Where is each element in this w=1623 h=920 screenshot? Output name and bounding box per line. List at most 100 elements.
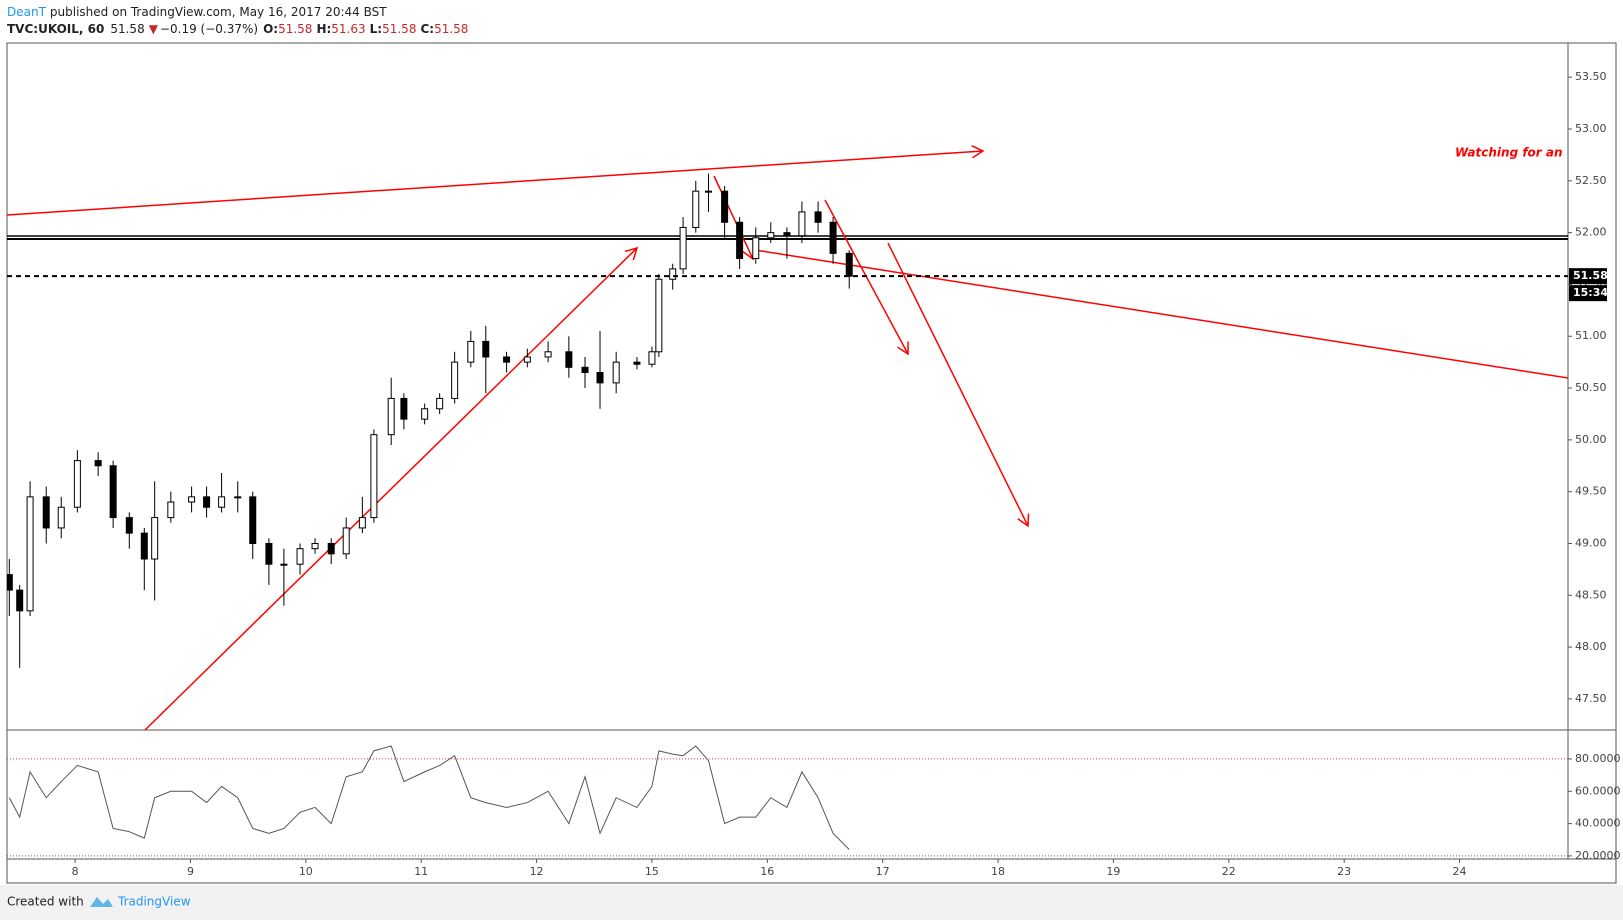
x-tick-label: 23 bbox=[1337, 865, 1351, 878]
x-tick-label: 10 bbox=[299, 865, 313, 878]
candle-body bbox=[234, 496, 242, 499]
candle-body bbox=[596, 372, 604, 384]
candle-body bbox=[767, 232, 775, 239]
y-tick-label: 53.50 bbox=[1575, 70, 1607, 83]
annotation: Watching for an bbox=[1455, 146, 1563, 160]
candle-body bbox=[400, 397, 408, 420]
candle-body bbox=[57, 506, 65, 529]
candle-body bbox=[752, 237, 760, 260]
x-tick-label: 19 bbox=[1106, 865, 1120, 878]
y-tick-label: 52.00 bbox=[1575, 226, 1607, 239]
y-tick-label: 53.00 bbox=[1575, 122, 1607, 135]
candle-body bbox=[203, 496, 211, 508]
candle-body bbox=[125, 517, 133, 534]
x-tick-label: 11 bbox=[414, 865, 428, 878]
y-tick-label: 49.50 bbox=[1575, 485, 1607, 498]
countdown-badge bbox=[1569, 285, 1607, 302]
candle-body bbox=[109, 465, 117, 519]
candle-body bbox=[565, 351, 573, 368]
footer-bar bbox=[0, 885, 1623, 920]
last: 51.58 bbox=[110, 22, 144, 36]
candle-body bbox=[249, 496, 257, 544]
y-tick-label: 49.00 bbox=[1575, 536, 1607, 549]
footer-brand[interactable]: TradingView bbox=[117, 895, 191, 909]
chart-frame bbox=[6, 42, 1617, 884]
y-tick-label: 60.0000 bbox=[1575, 784, 1621, 797]
candle-body bbox=[436, 397, 444, 410]
candle-body bbox=[16, 589, 24, 612]
candle-body bbox=[482, 340, 490, 358]
symbol: TVC:UKOIL, 60 bbox=[7, 22, 104, 36]
candle-body bbox=[721, 190, 729, 223]
candle-body bbox=[311, 542, 319, 550]
candle-body bbox=[845, 252, 853, 277]
y-tick-label: 50.00 bbox=[1575, 433, 1607, 446]
candle-body bbox=[612, 361, 620, 384]
candle-body bbox=[692, 190, 700, 228]
candle-body bbox=[358, 517, 366, 529]
candle-body bbox=[94, 460, 102, 467]
candle-body bbox=[503, 356, 511, 363]
y-tick-label: 50.50 bbox=[1575, 381, 1607, 394]
trend-arrow bbox=[887, 242, 1030, 528]
x-tick-label: 22 bbox=[1222, 865, 1236, 878]
ohlc-value: 51.58 bbox=[278, 22, 312, 36]
published: published on TradingView.com, May 16, 20… bbox=[50, 5, 387, 19]
x-tick-label: 9 bbox=[187, 865, 194, 878]
candle-body bbox=[648, 351, 656, 365]
symbol-line: TVC:UKOIL, 60 51.58 ▼ −0.19 (−0.37%) O:51.58… bbox=[7, 22, 468, 36]
trend-arrow bbox=[7, 145, 985, 216]
x-tick-label: 24 bbox=[1453, 865, 1467, 878]
candle-body bbox=[370, 434, 378, 519]
trend-arrow bbox=[144, 246, 639, 730]
candle-body bbox=[829, 221, 837, 254]
candle-body bbox=[523, 356, 531, 363]
candle-body bbox=[814, 211, 822, 223]
candle-body bbox=[798, 211, 806, 237]
y-tick-label: 48.00 bbox=[1575, 640, 1607, 653]
candle-body bbox=[26, 496, 34, 612]
y-tick-label: 20.0000 bbox=[1575, 849, 1621, 862]
ohlc-label: L: bbox=[370, 22, 382, 36]
candle-body bbox=[265, 542, 273, 565]
candle-body bbox=[73, 460, 81, 508]
candle-body bbox=[669, 268, 677, 280]
author[interactable]: DeanT bbox=[7, 5, 47, 19]
change: −0.19 (−0.37%) bbox=[160, 22, 258, 36]
ohlc-value: 51.58 bbox=[434, 22, 468, 36]
y-tick-label: 51.00 bbox=[1575, 329, 1607, 342]
candle-body bbox=[783, 232, 791, 237]
direction: ▼ bbox=[149, 22, 159, 36]
ohlc-value: 51.58 bbox=[382, 22, 416, 36]
x-tick-label: 16 bbox=[760, 865, 774, 878]
x-tick-label: 18 bbox=[991, 865, 1005, 878]
x-tick-label: 17 bbox=[876, 865, 890, 878]
candle-body bbox=[327, 542, 335, 555]
drawings: Watching for an bbox=[7, 145, 1568, 730]
y-tick-label: 47.50 bbox=[1575, 692, 1607, 705]
candle-body bbox=[633, 361, 641, 365]
candle-body bbox=[342, 527, 350, 555]
candle-body bbox=[679, 226, 687, 270]
y-tick-label: 48.50 bbox=[1575, 588, 1607, 601]
pane bbox=[7, 173, 1568, 668]
candle-body bbox=[544, 351, 552, 358]
candle-body bbox=[218, 496, 226, 508]
x-tick-label: 15 bbox=[645, 865, 659, 878]
ohlc-label: O: bbox=[263, 22, 278, 36]
candle-body bbox=[736, 221, 744, 260]
publish-line: DeanT published on TradingView.com, May 1… bbox=[7, 5, 387, 19]
candle-body bbox=[280, 563, 288, 566]
y-tick-label: 52.50 bbox=[1575, 174, 1607, 187]
countdown-label: 15:34 bbox=[1573, 286, 1608, 299]
indicator-line bbox=[8, 745, 850, 850]
price-badge bbox=[1569, 268, 1607, 285]
ohlc-label: H: bbox=[316, 22, 331, 36]
brand-logo bbox=[90, 897, 113, 907]
candle-body bbox=[140, 532, 148, 560]
trend-line bbox=[754, 249, 1568, 379]
candle-body bbox=[42, 496, 50, 529]
candle-body bbox=[451, 361, 459, 399]
candle-body bbox=[167, 501, 175, 519]
